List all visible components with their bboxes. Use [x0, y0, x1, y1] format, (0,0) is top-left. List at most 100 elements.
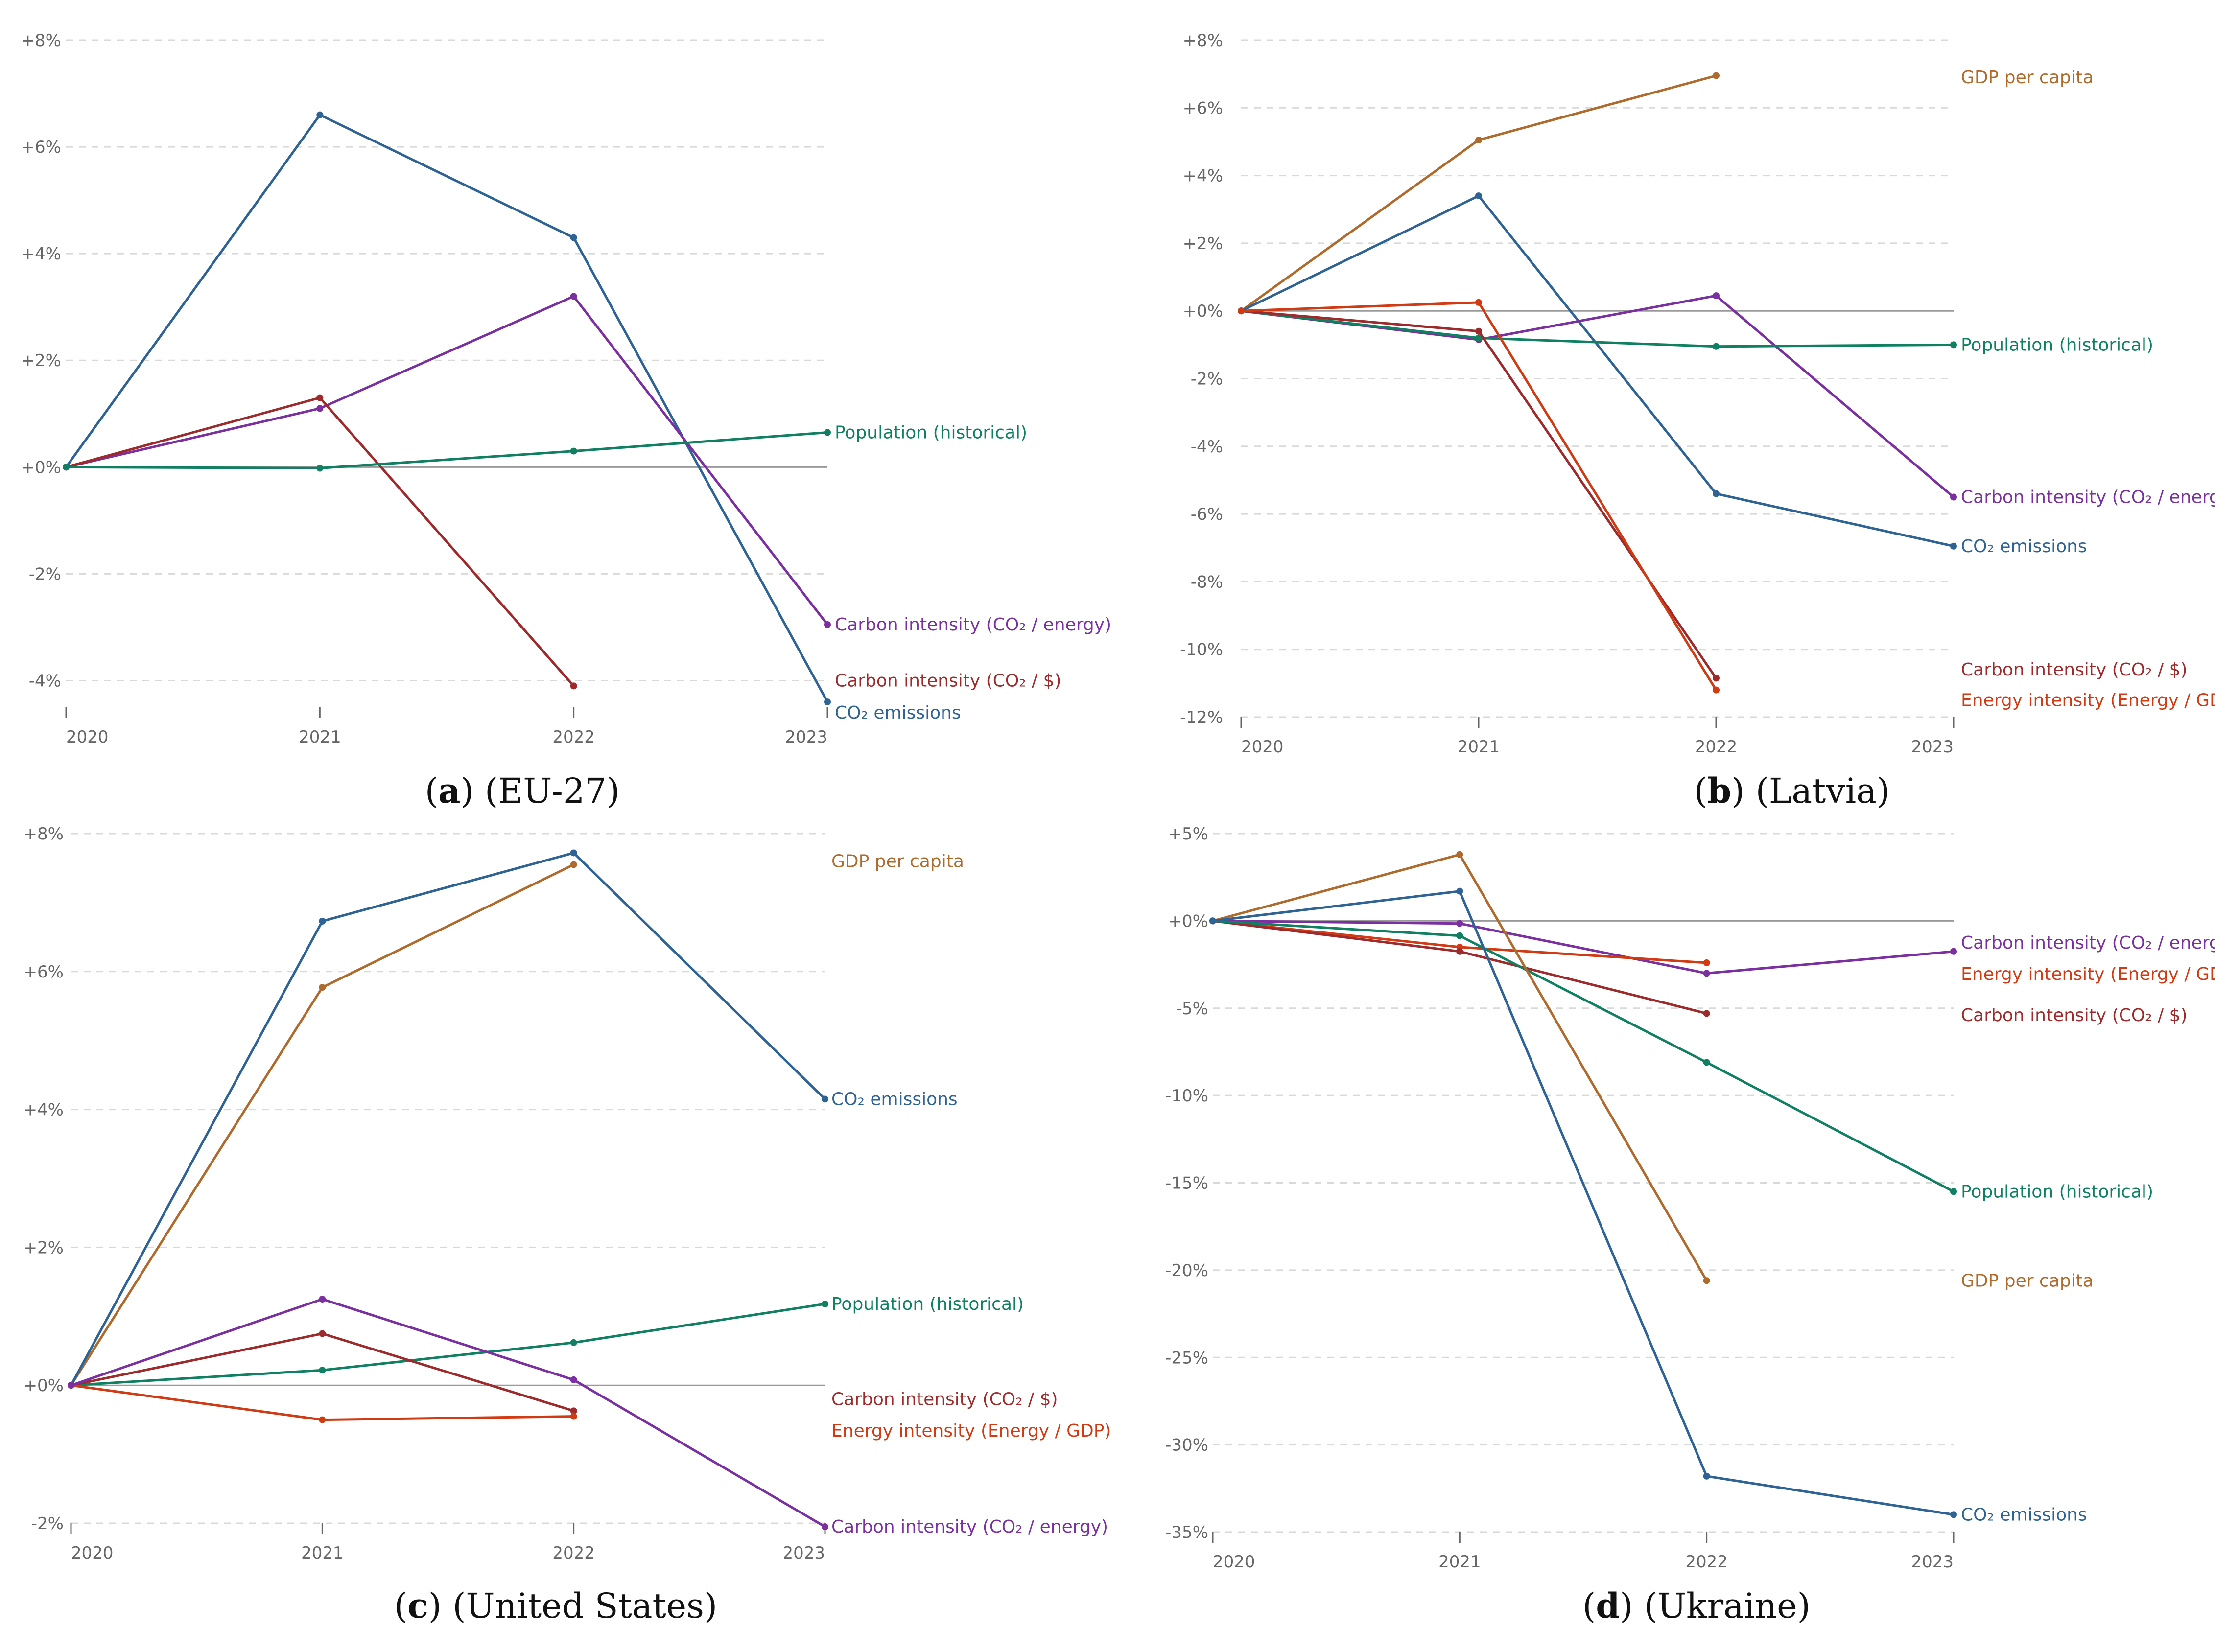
series-line-co2-emissions: [1212, 890, 1954, 1516]
series-label-carbon-intensity-co2-energy: Carbon intensity (CO₂ / energy): [835, 615, 1111, 635]
data-point-carbon-intensity-co2-energy: [1456, 920, 1463, 927]
data-point-co2-emissions: [316, 111, 324, 118]
series-label-gdp-per-capita: GDP per capita: [1961, 1271, 2094, 1291]
caption-title: ) (Latvia): [1731, 771, 1890, 811]
panel-caption: (b) (Latvia): [1694, 770, 1890, 811]
y-tick-label: -10%: [1180, 640, 1223, 660]
data-point-carbon-intensity-co2-energy: [316, 405, 324, 412]
panel-b: +8% +6% +4% +2% +0% -2% -4% -6% -8% -10% -12% 2020 2…: [1180, 31, 2215, 811]
y-tick-label: +6%: [1183, 98, 1223, 118]
data-point-gdp-per-capita: [1713, 72, 1720, 79]
y-tick-label: +4%: [1183, 166, 1223, 186]
panel-a: +8% +6% +4% +2% +0% -2% -4% 2020 2021 2022 2023 CO₂…: [21, 31, 1112, 811]
data-point-carbon-intensity-co2-energy: [570, 293, 577, 300]
x-tick-label: 2022: [552, 727, 595, 747]
data-point-co2-emissions: [570, 234, 577, 241]
series-line-carbon-intensity-co2-energy: [1212, 919, 1954, 975]
x-tick-label: 2023: [785, 727, 827, 747]
data-point-gdp-per-capita: [1456, 851, 1463, 858]
y-tick-label: -12%: [1180, 708, 1223, 727]
series-label-energy-intensity-energy-gdp: Energy intensity (Energy / GDP): [1961, 690, 2215, 710]
y-tick-label: +8%: [1183, 31, 1223, 50]
y-tick-label: -4%: [29, 671, 61, 691]
panel-caption: (a) (EU-27): [425, 770, 620, 811]
data-point-population-historical: [824, 429, 831, 436]
panel-caption: (d) (Ukraine): [1582, 1585, 1811, 1626]
series-label-carbon-intensity-co2: Carbon intensity (CO₂ / $): [1961, 1005, 2188, 1025]
y-tick-label: +8%: [21, 31, 61, 50]
series-label-co2-emissions: CO₂ emissions: [1961, 1505, 2087, 1525]
data-point-gdp-per-capita: [570, 861, 577, 868]
series-label-co2-emissions: CO₂ emissions: [1961, 536, 2087, 557]
data-point-co2-emissions: [319, 917, 326, 925]
y-tick-label: +2%: [1183, 234, 1223, 254]
data-point-co2-emissions: [1456, 887, 1463, 895]
data-point-carbon-intensity-co2-energy: [570, 1376, 577, 1383]
series-label-population-historical: Population (historical): [1961, 335, 2153, 355]
series-line-carbon-intensity-co2-energy: [66, 295, 828, 626]
y-tick-label: +2%: [21, 351, 61, 371]
data-point-population-historical: [316, 465, 324, 472]
caption-letter: d: [1596, 1585, 1620, 1626]
caption-title: ) (Ukraine): [1620, 1586, 1811, 1626]
series-label-gdp-per-capita: GDP per capita: [831, 851, 964, 871]
y-tick-label: +4%: [24, 1100, 64, 1120]
caption-letter: b: [1707, 770, 1731, 811]
data-point-energy-intensity-energy-gdp: [1238, 307, 1245, 315]
caption-open: (: [394, 1586, 407, 1626]
data-point-energy-intensity-energy-gdp: [570, 1413, 577, 1420]
y-tick-label: +0%: [1168, 911, 1208, 931]
data-point-energy-intensity-energy-gdp: [319, 1416, 326, 1423]
x-tick-label: 2023: [782, 1543, 825, 1563]
caption-title: ) (EU-27): [460, 771, 620, 811]
data-point-gdp-per-capita: [319, 984, 326, 991]
x-tick-label: 2021: [1458, 737, 1500, 757]
series-label-gdp-per-capita: GDP per capita: [1961, 68, 2094, 88]
data-point-carbon-intensity-co2-energy: [68, 1382, 74, 1389]
caption-open: (: [425, 771, 438, 811]
series-line-carbon-intensity-co2: [66, 396, 575, 687]
series-label-population-historical: Population (historical): [831, 1294, 1024, 1314]
data-point-population-historical: [1950, 341, 1957, 349]
data-point-population-historical: [1475, 334, 1482, 342]
data-point-carbon-intensity-co2-energy: [822, 1523, 828, 1531]
data-point-energy-intensity-energy-gdp: [1713, 686, 1720, 694]
data-point-carbon-intensity-co2-energy: [319, 1296, 326, 1303]
y-tick-label: +2%: [24, 1238, 64, 1257]
y-tick-label: +4%: [21, 244, 61, 264]
data-point-gdp-per-capita: [1703, 1277, 1710, 1284]
series-label-carbon-intensity-co2: Carbon intensity (CO₂ / $): [831, 1389, 1058, 1409]
y-tick-label: -2%: [1191, 370, 1223, 389]
y-tick-label: -10%: [1165, 1086, 1208, 1106]
y-tick-label: -6%: [1191, 505, 1223, 524]
data-point-energy-intensity-energy-gdp: [1703, 959, 1710, 966]
x-tick-label: 2022: [1695, 737, 1738, 757]
x-tick-label: 2020: [1241, 737, 1284, 757]
series-label-population-historical: Population (historical): [835, 422, 1027, 442]
data-point-energy-intensity-energy-gdp: [1475, 299, 1482, 306]
series-label-carbon-intensity-co2-energy: Carbon intensity (CO₂ / energy): [831, 1517, 1108, 1537]
series-label-carbon-intensity-co2-energy: Carbon intensity (CO₂ / energy): [1961, 488, 2215, 508]
panel-caption: (c) (United States): [394, 1585, 718, 1626]
y-tick-label: +5%: [1168, 824, 1208, 844]
y-tick-label: -8%: [1191, 572, 1223, 592]
x-tick-label: 2023: [1911, 1552, 1954, 1572]
y-tick-label: +0%: [1183, 302, 1223, 321]
x-tick-label: 2021: [299, 727, 341, 747]
x-tick-label: 2022: [552, 1543, 595, 1563]
x-tick-label: 2020: [71, 1543, 114, 1563]
series-label-co2-emissions: CO₂ emissions: [831, 1089, 958, 1109]
panel-c: +8% +6% +4% +2% +0% -2% 2020 2021 2022 2023 GDP pe…: [24, 824, 1111, 1626]
data-point-population-historical: [1456, 932, 1463, 939]
data-point-carbon-intensity-co2-energy: [1703, 970, 1710, 977]
data-point-carbon-intensity-co2-energy: [1950, 948, 1957, 955]
data-point-gdp-per-capita: [1475, 136, 1482, 143]
data-point-co2-emissions: [1475, 192, 1482, 200]
data-point-co2-emissions: [1950, 542, 1957, 550]
data-point-co2-emissions: [824, 698, 831, 706]
series-label-carbon-intensity-co2: Carbon intensity (CO₂ / $): [835, 671, 1061, 691]
y-tick-label: -4%: [1191, 437, 1223, 457]
series-line-gdp-per-capita: [70, 863, 574, 1386]
data-point-population-historical: [570, 1339, 577, 1346]
